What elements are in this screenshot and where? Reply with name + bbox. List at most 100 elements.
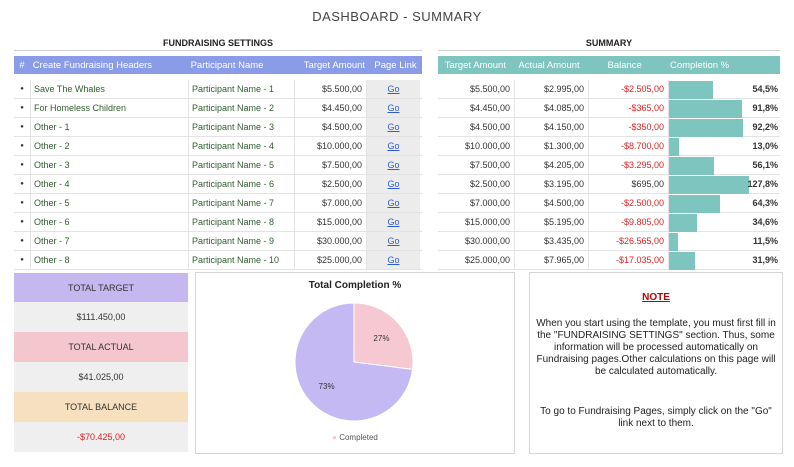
go-link[interactable]: Go xyxy=(387,236,400,246)
note-text-1: When you start using the template, you m… xyxy=(536,318,776,377)
go-link[interactable]: Go xyxy=(387,141,400,151)
row-bullet: ● xyxy=(20,181,24,187)
go-link[interactable]: Go xyxy=(387,217,400,227)
completion-bar xyxy=(669,81,713,99)
note-title: NOTE xyxy=(642,292,670,303)
summary-target-cell: $10.000,00 xyxy=(464,141,510,151)
settings-divider xyxy=(14,50,422,51)
fundraising-header-cell[interactable]: Other - 5 xyxy=(30,194,188,212)
participant-name-cell[interactable]: Participant Name - 9 xyxy=(188,232,294,250)
target-amount-cell[interactable]: $2.500,00 xyxy=(294,175,366,193)
col-summary-target-header: Target Amount xyxy=(444,59,506,71)
col-summary-completion-header: Completion % xyxy=(669,59,730,71)
target-amount-cell[interactable]: $4.500,00 xyxy=(294,118,366,136)
total-balance-label: TOTAL BALANCE xyxy=(14,392,188,422)
summary-actual-cell: $7.965,00 xyxy=(514,251,588,269)
summary-balance-cell: $695,00 xyxy=(588,175,668,193)
summary-balance-cell: -$350,00 xyxy=(588,118,668,136)
page-link-cell: Go xyxy=(366,80,420,98)
page-link-cell: Go xyxy=(366,232,420,250)
target-amount-cell[interactable]: $7.000,00 xyxy=(294,194,366,212)
completion-percent: 91,8% xyxy=(752,103,778,113)
table-row: $25.000,00 $7.965,00 -$17.035,00 31,9% xyxy=(438,251,780,270)
total-actual-value: $41.025,00 xyxy=(14,362,188,392)
table-row: ● For Homeless Children Participant Name -… xyxy=(14,99,422,118)
participant-name-cell[interactable]: Participant Name - 7 xyxy=(188,194,294,212)
summary-target-cell: $4.500,00 xyxy=(469,122,510,132)
participant-name-cell[interactable]: Participant Name - 6 xyxy=(188,175,294,193)
fundraising-header-cell[interactable]: Other - 2 xyxy=(30,137,188,155)
completion-percent: 34,6% xyxy=(752,217,778,227)
target-amount-cell[interactable]: $5.500,00 xyxy=(294,80,366,98)
row-bullet: ● xyxy=(20,105,24,111)
note-panel: NOTE When you start using the template, … xyxy=(529,272,783,454)
completion-cell: 11,5% xyxy=(668,232,780,251)
row-bullet: ● xyxy=(20,143,24,149)
col-link-header: Page Link xyxy=(374,59,417,71)
participant-name-cell[interactable]: Participant Name - 4 xyxy=(188,137,294,155)
completion-bar xyxy=(669,157,714,175)
fundraising-header-cell[interactable]: For Homeless Children xyxy=(30,99,188,117)
completion-bar xyxy=(669,119,743,137)
row-bullet: ● xyxy=(20,257,24,263)
table-row: ● Other - 4 Participant Name - 6 $2.500,00 G… xyxy=(14,175,422,194)
fundraising-header-cell[interactable]: Save The Whales xyxy=(30,80,188,98)
go-link[interactable]: Go xyxy=(387,179,400,189)
row-bullet: ● xyxy=(20,124,24,130)
fundraising-header-cell[interactable]: Other - 7 xyxy=(30,232,188,250)
table-row: ● Other - 2 Participant Name - 4 $10.000,00… xyxy=(14,137,422,156)
completion-bar xyxy=(669,100,743,118)
summary-divider xyxy=(438,50,780,51)
target-amount-cell[interactable]: $30.000,00 xyxy=(294,232,366,250)
target-amount-cell[interactable]: $15.000,00 xyxy=(294,213,366,231)
fundraising-header-cell[interactable]: Other - 1 xyxy=(30,118,188,136)
go-link[interactable]: Go xyxy=(387,160,400,170)
go-link[interactable]: Go xyxy=(387,198,400,208)
row-bullet: ● xyxy=(20,238,24,244)
page-title: DASHBOARD - SUMMARY xyxy=(312,9,482,24)
col-num-header: # xyxy=(19,59,25,71)
summary-actual-cell: $3.195,00 xyxy=(514,175,588,193)
participant-name-cell[interactable]: Participant Name - 2 xyxy=(188,99,294,117)
target-amount-cell[interactable]: $10.000,00 xyxy=(294,137,366,155)
summary-balance-cell: -$3.295,00 xyxy=(588,156,668,174)
settings-section-title: FUNDRAISING SETTINGS xyxy=(162,38,273,48)
participant-name-cell[interactable]: Participant Name - 1 xyxy=(188,80,294,98)
completion-bar xyxy=(669,214,697,232)
target-amount-cell[interactable]: $25.000,00 xyxy=(294,251,366,269)
completion-percent: 92,2% xyxy=(752,122,778,132)
go-link[interactable]: Go xyxy=(387,255,400,265)
participant-name-cell[interactable]: Participant Name - 5 xyxy=(188,156,294,174)
completion-percent: 54,5% xyxy=(752,84,778,94)
row-bullet: ● xyxy=(20,219,24,225)
pie-slice-label: 73% xyxy=(319,382,335,391)
go-link[interactable]: Go xyxy=(387,103,400,113)
page-link-cell: Go xyxy=(366,251,420,269)
fundraising-header-cell[interactable]: Other - 8 xyxy=(30,251,188,269)
summary-actual-cell: $4.500,00 xyxy=(514,194,588,212)
col-participant-header: Participant Name xyxy=(190,59,264,71)
total-target-value: $111.450,00 xyxy=(14,302,188,332)
chart-legend: ● Completed xyxy=(196,433,514,442)
fundraising-header-cell[interactable]: Other - 4 xyxy=(30,175,188,193)
fundraising-header-cell[interactable]: Other - 6 xyxy=(30,213,188,231)
col-summary-balance-header: Balance xyxy=(607,59,642,71)
table-row: $7.500,00 $4.205,00 -$3.295,00 56,1% xyxy=(438,156,780,175)
completion-bar xyxy=(669,252,695,270)
go-link[interactable]: Go xyxy=(387,122,400,132)
participant-name-cell[interactable]: Participant Name - 10 xyxy=(188,251,294,269)
target-amount-cell[interactable]: $4.450,00 xyxy=(294,99,366,117)
fundraising-header-cell[interactable]: Other - 3 xyxy=(30,156,188,174)
table-row: ● Other - 7 Participant Name - 9 $30.000,00… xyxy=(14,232,422,251)
go-link[interactable]: Go xyxy=(387,84,400,94)
target-amount-cell[interactable]: $7.500,00 xyxy=(294,156,366,174)
col-summary-actual-header: Actual Amount xyxy=(518,59,580,71)
table-row: $2.500,00 $3.195,00 $695,00 127,8% xyxy=(438,175,780,194)
participant-name-cell[interactable]: Participant Name - 3 xyxy=(188,118,294,136)
summary-actual-cell: $4.150,00 xyxy=(514,118,588,136)
completion-cell: 56,1% xyxy=(668,156,780,175)
completion-cell: 31,9% xyxy=(668,251,780,270)
page-link-cell: Go xyxy=(366,118,420,136)
participant-name-cell[interactable]: Participant Name - 8 xyxy=(188,213,294,231)
summary-balance-cell: -$365,00 xyxy=(588,99,668,117)
